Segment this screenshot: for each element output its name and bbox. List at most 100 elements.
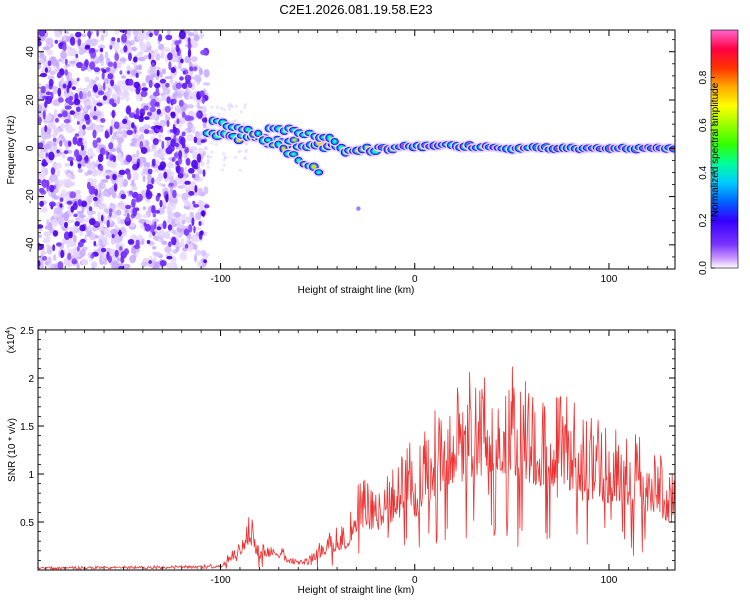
noise-speckle-light	[194, 132, 201, 138]
track-core	[256, 131, 260, 135]
noise-speckle-dark	[128, 52, 132, 61]
noise-speckle-dark	[164, 105, 171, 113]
noise-speckle-dark	[187, 48, 192, 58]
noise-speckle-dark	[175, 44, 180, 53]
noise-speckle-light	[38, 61, 42, 70]
noise-speckle-dark	[55, 118, 59, 123]
noise-speckle-light	[164, 245, 172, 254]
noise-speckle-light	[39, 206, 48, 213]
noise-speckle-dark	[191, 173, 196, 179]
noise-speckle-dark	[170, 67, 176, 74]
noise-speckle-dark	[75, 53, 79, 59]
noise-speckle-light	[73, 254, 81, 258]
noise-speckle-dark	[87, 30, 92, 38]
noise-speckle-dark	[119, 246, 123, 251]
noise-speckle-light	[53, 68, 59, 73]
noise-speckle-light	[244, 150, 248, 154]
noise-speckle-light	[203, 113, 208, 117]
noise-speckle-dark	[85, 155, 89, 162]
snr-y-label: SNR (10 * v/v)	[7, 418, 18, 482]
noise-speckle-dark	[93, 67, 101, 73]
noise-speckle-dark	[196, 153, 202, 163]
noise-speckle-dark	[167, 52, 173, 61]
noise-speckle-dark	[91, 188, 96, 194]
noise-speckle-light	[92, 168, 98, 174]
noise-speckle-dark	[111, 37, 116, 42]
noise-speckle-light	[177, 124, 183, 128]
noise-speckle-light	[222, 163, 226, 167]
noise-speckle-light	[116, 80, 124, 88]
noise-speckle-dark	[40, 85, 46, 94]
noise-speckle-light	[142, 206, 146, 211]
noise-speckle-dark	[114, 249, 119, 258]
x-tick-label: -100	[211, 575, 231, 586]
noise-speckle-light	[117, 138, 122, 147]
noise-speckle-light	[68, 71, 72, 81]
snr-multiplier: (x104)	[5, 327, 17, 354]
noise-speckle-light	[215, 105, 219, 109]
noise-speckle-dark	[99, 164, 104, 172]
noise-speckle-dark	[77, 38, 82, 47]
noise-speckle-dark	[141, 87, 149, 92]
noise-speckle-dark	[109, 211, 112, 217]
noise-speckle-dark	[112, 155, 117, 163]
noise-speckle-light	[131, 185, 138, 191]
colorbar-tick-label: 0.6	[698, 118, 709, 132]
noise-speckle-dark	[170, 111, 176, 119]
noise-speckle-dark	[184, 146, 190, 154]
noise-speckle-dark	[135, 86, 141, 95]
noise-speckle-light	[50, 190, 57, 199]
noise-speckle-light	[190, 56, 198, 62]
noise-speckle-light	[153, 121, 161, 126]
noise-speckle-dark	[127, 239, 135, 245]
noise-speckle-dark	[114, 52, 120, 62]
noise-speckle-light	[198, 169, 203, 175]
noise-speckle-dark	[155, 194, 160, 202]
noise-speckle-light	[157, 172, 163, 181]
noise-speckle-light	[175, 109, 179, 119]
noise-speckle-dark	[188, 190, 195, 196]
noise-speckle-light	[120, 58, 127, 62]
noise-speckle-light	[161, 183, 166, 188]
noise-speckle-dark	[165, 34, 173, 41]
noise-speckle-light	[108, 89, 113, 96]
noise-speckle-light	[113, 41, 120, 51]
noise-speckle-dark	[107, 73, 114, 80]
noise-speckle-dark	[175, 82, 182, 89]
noise-speckle-dark	[156, 108, 162, 115]
noise-speckle-dark	[125, 204, 132, 210]
noise-speckle-light	[86, 105, 91, 110]
noise-speckle-dark	[171, 98, 177, 105]
noise-speckle-light	[81, 258, 89, 266]
noise-speckle-dark	[100, 247, 107, 253]
noise-speckle-light	[160, 53, 165, 59]
noise-speckle-dark	[131, 122, 135, 129]
noise-speckle-dark	[154, 209, 161, 214]
noise-speckle-light	[131, 137, 138, 144]
noise-speckle-light	[188, 241, 192, 245]
noise-speckle-light	[100, 179, 109, 183]
noise-speckle-dark	[136, 193, 143, 202]
noise-speckle-light	[47, 222, 53, 231]
noise-speckle-dark	[56, 242, 62, 247]
noise-speckle-light	[197, 147, 205, 154]
noise-speckle-light	[58, 179, 64, 187]
noise-speckle-light	[239, 110, 243, 114]
noise-speckle-dark	[44, 67, 49, 73]
noise-speckle-dark	[48, 151, 55, 161]
snr-ticks: -100 0 100 0.5 1 1.5 2 2.5	[20, 326, 675, 586]
noise-speckle-dark	[178, 30, 186, 40]
spectrogram-y-label: Frequency (Hz)	[6, 116, 17, 185]
noise-speckle-dark	[187, 42, 192, 50]
noise-speckle-dark	[76, 61, 83, 69]
noise-speckle-dark	[45, 91, 52, 96]
noise-speckle-dark	[74, 221, 80, 227]
noise-speckle-light	[84, 76, 90, 83]
noise-speckle-dark	[188, 167, 195, 174]
noise-speckle-dark	[126, 129, 134, 136]
noise-speckle-light	[184, 166, 188, 175]
noise-speckle-light	[47, 122, 55, 130]
noise-speckle-dark	[42, 110, 46, 120]
noise-speckle-light	[161, 68, 167, 75]
noise-speckle-dark	[74, 133, 80, 137]
